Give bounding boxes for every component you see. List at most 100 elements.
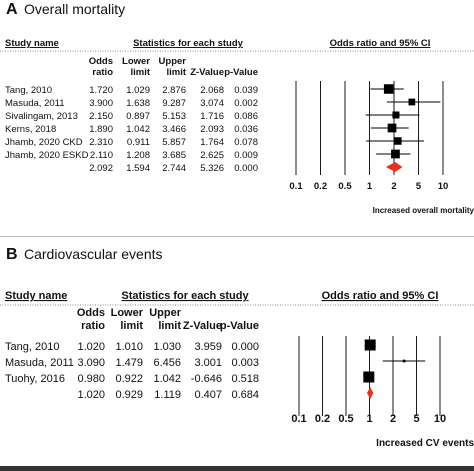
panel-letter: B xyxy=(6,246,18,263)
panel-letter: A xyxy=(6,1,18,18)
column-header-line1: Odds xyxy=(77,307,105,319)
column-header-line1: Upper xyxy=(159,56,187,67)
axis-tick-label: 2 xyxy=(391,181,396,192)
stat-value: 1.479 xyxy=(115,357,143,369)
stat-value: 6.456 xyxy=(153,357,181,369)
axis-tick-label: 0.5 xyxy=(338,181,352,192)
study-name: Kerns, 2018 xyxy=(5,124,56,135)
odds-ratio-ci-header: Odds ratio and 95% CI xyxy=(322,290,439,302)
pooled-diamond xyxy=(367,387,374,399)
study-name: Jhamb, 2020 CKD xyxy=(5,137,83,148)
axis-annotation: Increased CV events xyxy=(376,438,474,449)
panel-title: Cardiovascular events xyxy=(24,246,163,262)
study-name: Tang, 2010 xyxy=(5,341,59,353)
axis-tick-label: 5 xyxy=(416,181,422,192)
stat-value: 0.000 xyxy=(231,341,259,353)
stat-value: 0.407 xyxy=(194,389,222,401)
stat-value: 1.594 xyxy=(126,163,150,174)
stat-value: 1.020 xyxy=(77,341,105,353)
axis-tick-label: 0.1 xyxy=(289,181,303,192)
stat-value: 1.030 xyxy=(153,341,181,353)
stat-value: 1.208 xyxy=(126,150,150,161)
axis-tick-label: 10 xyxy=(434,413,446,425)
stat-value: 0.929 xyxy=(115,389,143,401)
stat-value: 2.744 xyxy=(162,163,186,174)
stat-value: 5.326 xyxy=(200,163,224,174)
stat-value: 0.897 xyxy=(126,111,150,122)
study-name: Tuohy, 2016 xyxy=(5,373,65,385)
column-header-line2: Z-Value xyxy=(183,320,222,332)
pooled-diamond xyxy=(385,162,403,172)
stat-value: 0.684 xyxy=(231,389,259,401)
panel-title: Overall mortality xyxy=(24,1,125,17)
axis-tick-label: 10 xyxy=(438,181,449,192)
stat-value: 5.153 xyxy=(162,111,186,122)
stat-value: 1.042 xyxy=(126,124,150,135)
column-header-line2: limit xyxy=(130,67,150,78)
stat-value: 0.078 xyxy=(234,137,258,148)
stat-value: 3.959 xyxy=(194,341,222,353)
stat-value: 2.068 xyxy=(200,85,224,96)
stat-value: 0.911 xyxy=(127,137,150,148)
panel-cardiovascular-events: B Cardiovascular events Study name Statisti… xyxy=(0,244,474,471)
axis-tick-label: 1 xyxy=(367,181,373,192)
study-name: Masuda, 2011 xyxy=(5,98,65,109)
stat-value: 0.980 xyxy=(77,373,105,385)
column-header-line2: p-Value xyxy=(224,67,258,78)
axis-tick-label: 0.5 xyxy=(338,413,353,425)
stat-value: 3.001 xyxy=(194,357,222,369)
stat-value: 2.110 xyxy=(90,150,113,161)
study-marker xyxy=(391,149,400,159)
study-marker xyxy=(392,111,400,119)
column-header-line2: p-Value xyxy=(220,320,259,332)
axis-tick-label: 5 xyxy=(413,413,419,425)
study-name-header: Study name xyxy=(5,38,59,49)
study-name: Masuda, 2011 xyxy=(5,357,74,369)
study-marker xyxy=(363,371,375,383)
stat-value: 0.003 xyxy=(231,357,259,369)
stat-value: 1.119 xyxy=(154,389,181,401)
column-header-line2: limit xyxy=(158,320,181,332)
study-name: Jhamb, 2020 ESKD xyxy=(5,150,89,161)
stat-value: 0.518 xyxy=(231,373,259,385)
stat-value: 3.074 xyxy=(200,98,224,109)
stat-value: 0.000 xyxy=(234,163,258,174)
study-marker xyxy=(387,123,397,133)
stat-value: 1.764 xyxy=(200,137,224,148)
panel-divider xyxy=(0,236,474,237)
stat-value: -0.646 xyxy=(191,373,222,385)
study-name-header: Study name xyxy=(5,290,67,302)
stat-value: 3.685 xyxy=(162,150,186,161)
stat-value: 1.020 xyxy=(77,389,105,401)
column-header-line2: limit xyxy=(120,320,143,332)
stat-value: 2.092 xyxy=(89,163,113,174)
axis-tick-label: 0.1 xyxy=(291,413,306,425)
column-header-line1: Odds xyxy=(89,56,113,67)
stat-value: 1.716 xyxy=(200,111,224,122)
stat-value: 0.039 xyxy=(234,85,258,96)
statistics-header: Statistics for each study xyxy=(121,290,249,302)
stat-value: 0.002 xyxy=(234,98,258,109)
study-marker xyxy=(408,98,416,106)
stat-value: 3.466 xyxy=(162,124,186,135)
stat-value: 5.857 xyxy=(162,137,186,148)
bottom-rule xyxy=(0,466,474,471)
axis-tick-label: 2 xyxy=(390,413,396,425)
stat-value: 1.010 xyxy=(115,341,143,353)
stat-value: 0.086 xyxy=(234,111,258,122)
column-header-line2: Z-Value xyxy=(190,67,224,78)
axis-tick-label: 0.2 xyxy=(314,181,327,192)
axis-tick-label: 1 xyxy=(366,413,372,425)
axis-tick-label: 0.2 xyxy=(315,413,330,425)
column-header-line1: Upper xyxy=(149,307,182,319)
column-header-line2: ratio xyxy=(81,320,105,332)
stat-value: 3.090 xyxy=(77,357,105,369)
forest-plot-cardiovascular-events: B Cardiovascular events Study name Statisti… xyxy=(0,246,474,449)
axis-annotation: Increased overall mortality xyxy=(373,206,474,215)
stat-value: 1.042 xyxy=(153,373,181,385)
stat-value: 1.029 xyxy=(126,85,150,96)
panel-overall-mortality: A Overall mortality Study name Statistics f… xyxy=(0,1,474,215)
odds-ratio-ci-header: Odds ratio and 95% CI xyxy=(330,38,431,49)
stat-value: 2.093 xyxy=(200,124,224,135)
statistics-header: Statistics for each study xyxy=(133,38,244,49)
